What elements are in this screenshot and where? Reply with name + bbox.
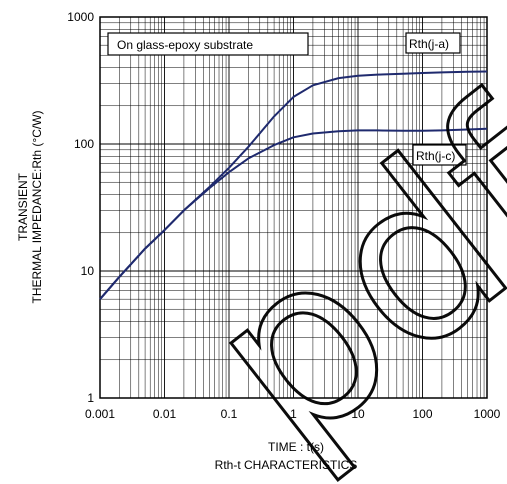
- x-tick-label: 100: [412, 407, 432, 421]
- y-tick-label: 1: [87, 391, 94, 405]
- watermark: pdf: [161, 55, 507, 484]
- x-tick-label: 0.001: [85, 407, 115, 421]
- series-label-jc-text: Rth(j-c): [416, 149, 455, 163]
- x-axis-label: TIME : t(s): [268, 440, 324, 454]
- y-axis-label-line2: THERMAL IMPEDANCE:Rth (°C/W): [30, 110, 44, 303]
- x-tick-label: 1: [290, 407, 297, 421]
- x-tick-label: 10: [351, 407, 365, 421]
- y-tick-label: 100: [74, 137, 94, 151]
- plot-frame: [99, 16, 488, 399]
- y-axis-label-line1: TRANSIENT: [16, 172, 30, 241]
- tick-labels: 0.001 0.01 0.1 1 10 100 1000 1 10 100 1000: [67, 10, 500, 421]
- x-tick-label: 1000: [474, 407, 501, 421]
- grid: [99, 17, 487, 399]
- y-tick-label: 10: [81, 264, 95, 278]
- annotation-box: On glass-epoxy substrate: [107, 32, 309, 56]
- series-label-ja-text: Rth(j-a): [409, 37, 449, 51]
- y-tick-label: 1000: [67, 10, 94, 24]
- series-label-ja: Rth(j-a): [405, 32, 461, 54]
- x-tick-label: 0.01: [153, 407, 177, 421]
- chart-title: Rth-t CHARACTERISTICS: [215, 458, 358, 472]
- annotation-text: On glass-epoxy substrate: [117, 38, 253, 52]
- x-tick-label: 0.1: [221, 407, 238, 421]
- series-lines: [99, 70, 488, 300]
- series-label-jc: Rth(j-c): [412, 144, 467, 166]
- series-line-rth-jc: [99, 127, 488, 300]
